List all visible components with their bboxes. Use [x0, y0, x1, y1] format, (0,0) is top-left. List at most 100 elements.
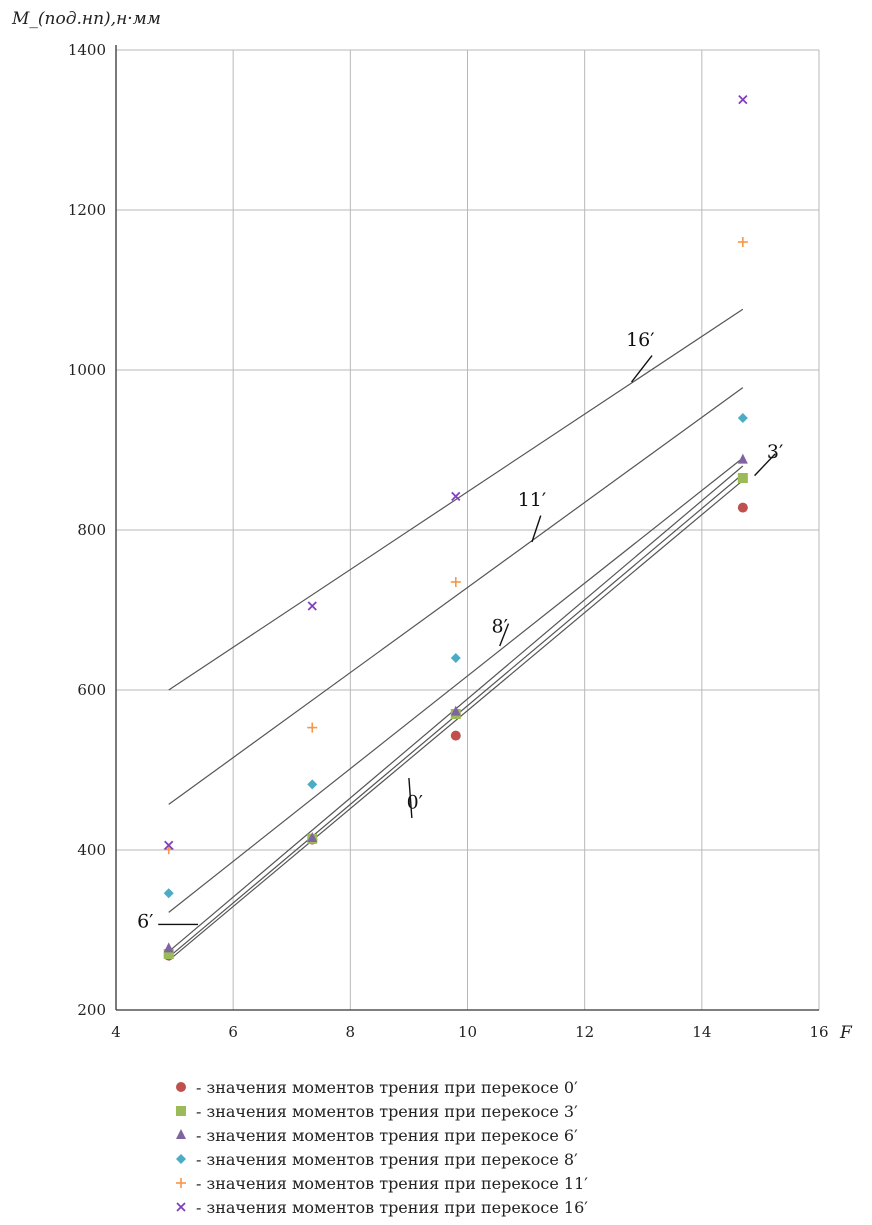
legend-marker-shape — [176, 1082, 186, 1092]
legend-marker-shape — [176, 1129, 186, 1139]
data-point — [307, 601, 317, 611]
x-tick-label: 10 — [458, 1023, 477, 1041]
marker-shape — [307, 832, 318, 842]
x-axis-title: F — [839, 1023, 853, 1043]
legend-marker — [176, 1082, 186, 1092]
data-point — [738, 94, 748, 105]
y-tick-label: 1000 — [68, 361, 106, 379]
data-point — [307, 779, 318, 790]
data-point — [451, 491, 461, 502]
marker-shape — [307, 601, 317, 611]
marker-shape — [176, 1202, 186, 1212]
marker-shape — [450, 730, 461, 741]
data-point — [450, 730, 461, 741]
x-tick-label: 4 — [111, 1023, 121, 1041]
x-tick-label: 8 — [346, 1023, 356, 1041]
marker-shape — [451, 491, 461, 502]
data-point — [307, 832, 318, 842]
data-point — [163, 942, 174, 953]
marker-shape — [163, 888, 174, 899]
trend-line — [168, 308, 744, 691]
legend-item: - значения моментов трения при перекосе … — [168, 1195, 588, 1219]
x-tick-label: 12 — [575, 1023, 594, 1041]
legend-label: - значения моментов трения при перекосе … — [196, 1149, 578, 1169]
data-point — [737, 413, 748, 423]
marker-shape — [450, 653, 461, 663]
line-label: 11′ — [518, 489, 547, 511]
label-leader — [499, 623, 510, 647]
legend-item: - значения моментов трения при перекосе … — [168, 1099, 588, 1123]
marker-shape — [307, 779, 318, 790]
x-tick-label: 6 — [228, 1023, 238, 1041]
data-point — [737, 237, 748, 247]
y-tick-label: 1200 — [68, 201, 106, 219]
marker-shape — [737, 473, 748, 483]
tick-labels: 4 6 8 10 12 14 16 200 400 600 800 1000 1200 1400 — [68, 41, 829, 1041]
data-point — [737, 502, 748, 513]
data-point — [164, 840, 174, 850]
legend-label: - значения моментов трения при перекосе … — [196, 1197, 588, 1217]
marker-shape — [176, 1106, 186, 1116]
legend-item: - значения моментов трения при перекосе … — [168, 1147, 588, 1171]
data-point — [163, 888, 174, 899]
trend-lines — [168, 308, 744, 961]
trend-line — [168, 387, 744, 805]
marker-shape — [737, 502, 748, 513]
legend-item: - значения моментов трения при перекосе … — [168, 1171, 588, 1195]
data-point — [450, 577, 461, 587]
trend-line — [168, 457, 744, 913]
legend-marker — [176, 1106, 186, 1116]
marker-shape — [176, 1082, 186, 1092]
legend-item: - значения моментов трения при перекосе … — [168, 1123, 588, 1147]
legend-marker-shape — [176, 1202, 186, 1212]
marker-shape — [737, 453, 748, 464]
y-tick-label: 400 — [77, 841, 106, 859]
marker-shape — [450, 705, 461, 716]
marker-shape — [163, 942, 174, 953]
trend-line — [168, 479, 744, 961]
legend-marker-shape — [176, 1178, 186, 1188]
y-tick-label: 200 — [77, 1001, 106, 1019]
legend-label: - значения моментов трения при перекосе … — [196, 1077, 578, 1097]
line-label: 8′ — [492, 615, 508, 637]
label-leader — [408, 777, 413, 819]
y-tick-label: 600 — [77, 681, 106, 699]
grid — [115, 45, 820, 1011]
y-axis-title: M_(под.нп),н·мм — [11, 9, 161, 29]
data-point — [737, 453, 748, 464]
label-leader — [754, 453, 776, 477]
chart: 16′ 11′ 8′ 0′ 3′ 6′ 4 6 8 10 12 14 16 200 400 600 800 10… — [11, 9, 853, 1043]
y-tick-label: 800 — [77, 521, 106, 539]
legend-label: - значения моментов трения при перекосе … — [196, 1101, 578, 1121]
line-labels: 16′ 11′ 8′ 0′ 3′ 6′ — [137, 329, 783, 933]
legend-marker — [176, 1202, 186, 1212]
legend-marker — [176, 1129, 186, 1139]
data-point — [163, 949, 174, 959]
legend-item: - значения моментов трения при перекосе … — [168, 1075, 588, 1099]
legend-marker-shape — [176, 1154, 186, 1164]
data-point — [307, 722, 318, 733]
legend-marker — [176, 1178, 186, 1188]
marker-shape — [164, 840, 174, 850]
line-label: 16′ — [626, 329, 655, 351]
line-label: 3′ — [767, 441, 783, 463]
marker-shape — [737, 413, 748, 423]
label-leader — [630, 355, 653, 383]
data-points — [163, 94, 748, 961]
marker-shape — [176, 1154, 186, 1164]
label-leader — [531, 515, 542, 543]
legend-marker-shape — [176, 1106, 186, 1116]
legend-label: - значения моментов трения при перекосе … — [196, 1173, 588, 1193]
x-tick-label: 16 — [809, 1023, 828, 1041]
line-label: 0′ — [407, 791, 423, 813]
marker-shape — [163, 949, 174, 959]
marker-shape — [176, 1129, 186, 1139]
legend-marker — [176, 1154, 186, 1164]
legend: - значения моментов трения при перекосе … — [168, 1075, 588, 1219]
data-point — [450, 705, 461, 716]
legend-label: - значения моментов трения при перекосе … — [196, 1125, 578, 1145]
y-tick-label: 1400 — [68, 41, 106, 59]
data-point — [737, 473, 748, 483]
x-tick-label: 14 — [692, 1023, 711, 1041]
marker-shape — [738, 94, 748, 105]
